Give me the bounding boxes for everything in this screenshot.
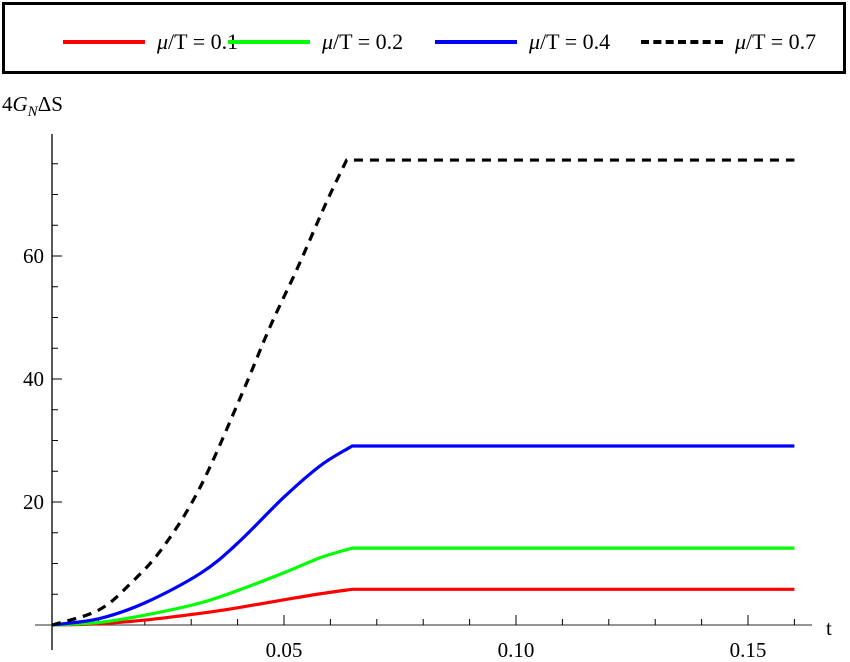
x-tick-label: 0.10: [498, 638, 535, 662]
legend-item-mu-0-2: μ/T = 0.2: [228, 27, 403, 57]
series: [51, 158, 795, 627]
x-axis-title: t: [826, 616, 832, 640]
series-line-3: [51, 158, 795, 627]
legend-item-mu-0-4: μ/T = 0.4: [435, 27, 610, 57]
legend-label: μ/T = 0.4: [529, 29, 611, 54]
legend-swatch-black-dashed: [641, 40, 723, 44]
legend-label: μ/T = 0.1: [157, 29, 239, 54]
legend-label: μ/T = 0.2: [322, 29, 404, 54]
y-tick-label: 20: [23, 490, 44, 514]
legend-label: μ/T = 0.7: [735, 29, 817, 54]
axes: 0.05 0.10 0.15 20 40 60: [23, 134, 812, 662]
series-line-2: [51, 444, 795, 627]
series-line-1: [51, 546, 795, 627]
y-tick-label: 60: [23, 244, 44, 268]
x-tick-label: 0.05: [266, 638, 303, 662]
series-line-0: [51, 587, 795, 627]
y-tick-label: 40: [23, 367, 44, 391]
legend-swatch-blue: [435, 40, 517, 44]
legend-swatch-red: [63, 40, 145, 44]
y-axis-title: 4GNΔS: [2, 92, 63, 120]
legend-item-mu-0-7: μ/T = 0.7: [641, 27, 816, 57]
x-tick-label: 0.15: [730, 638, 767, 662]
legend-swatch-green: [228, 40, 310, 44]
legend-item-mu-0-1: μ/T = 0.1: [63, 27, 238, 57]
legend-box: μ/T = 0.1 μ/T = 0.2 μ/T = 0.4 μ/T = 0.7: [2, 2, 846, 74]
